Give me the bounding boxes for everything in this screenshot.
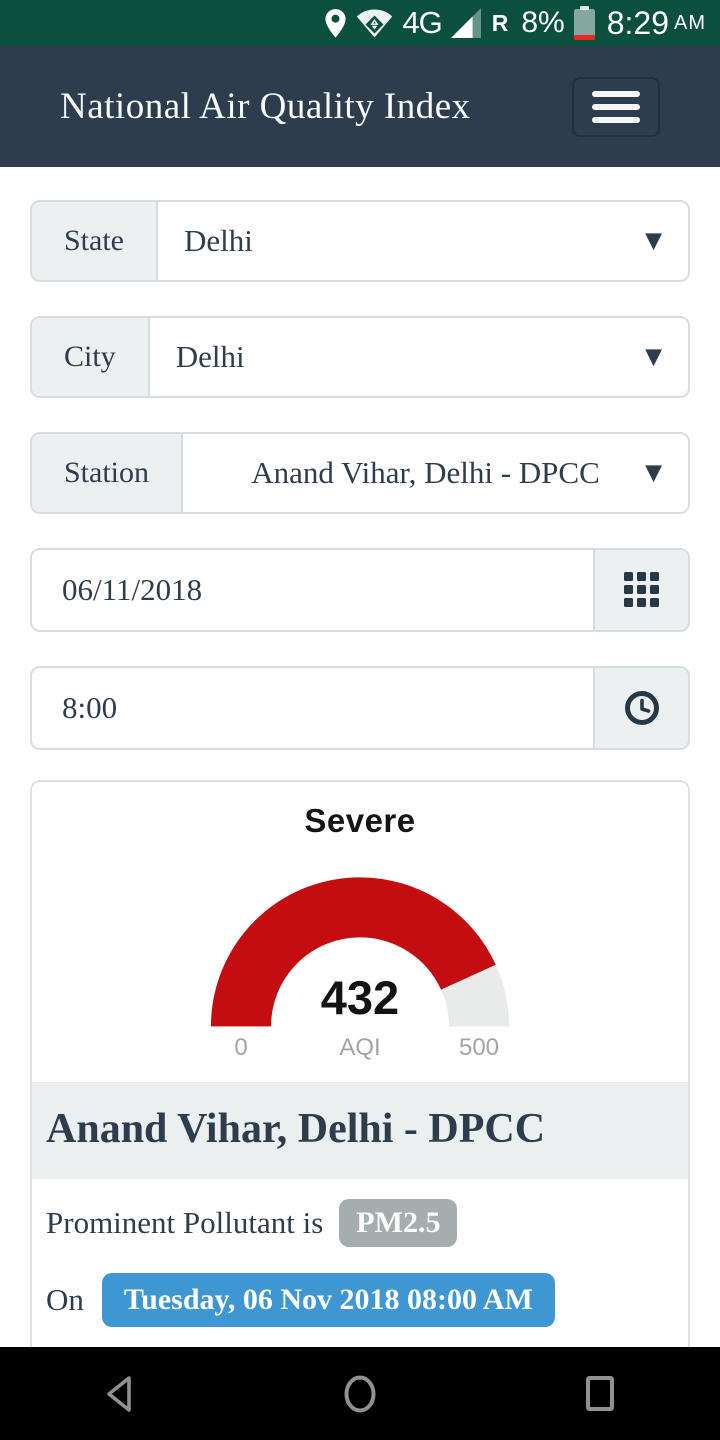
home-button[interactable]: [240, 1347, 480, 1440]
recents-button[interactable]: [480, 1347, 720, 1440]
aqi-value: 432: [320, 971, 400, 1024]
city-select-value: Delhi: [175, 339, 245, 374]
date-row: 06/11/2018: [30, 548, 690, 632]
hamburger-icon: [592, 90, 640, 97]
recents-square-icon: [586, 1375, 614, 1411]
aqi-panel: Severe 432 0 AQI 500 Anand Vihar, Delhi …: [30, 780, 690, 1390]
home-circle-icon: [344, 1375, 376, 1412]
date-picker-button[interactable]: [593, 550, 688, 630]
status-bar: 4G R 8% 8:29 AM: [0, 0, 720, 46]
datetime-badge: Tuesday, 06 Nov 2018 08:00 AM: [101, 1273, 555, 1328]
city-label: City: [32, 318, 150, 396]
gauge-min-label: 0: [234, 1034, 248, 1061]
network-type-label: 4G: [402, 5, 442, 40]
station-select-value: Anand Vihar, Delhi - DPCC: [251, 455, 600, 490]
back-triangle-icon: [107, 1375, 131, 1412]
pollutant-prefix-text: Prominent Pollutant is: [46, 1205, 324, 1241]
station-title: Anand Vihar, Delhi - DPCC: [32, 1082, 688, 1180]
gauge-axis-labels: 0 AQI 500: [190, 1034, 530, 1064]
time-row: 8:00: [30, 666, 690, 750]
datetime-line: On Tuesday, 06 Nov 2018 08:00 AM: [46, 1273, 674, 1328]
station-row: Station Anand Vihar, Delhi - DPCC ▼: [30, 432, 690, 514]
gauge-max-label: 500: [458, 1034, 500, 1061]
aqi-category-label: Severe: [304, 802, 416, 839]
city-select[interactable]: Delhi ▼: [149, 318, 688, 396]
aqi-gauge: Severe 432 0 AQI 500: [32, 782, 688, 1082]
android-nav-bar: [0, 1347, 720, 1440]
clock-icon: [624, 691, 659, 725]
pollutant-badge: PM2.5: [339, 1199, 458, 1248]
city-row: City Delhi ▼: [30, 316, 690, 398]
datetime-prefix-text: On: [46, 1282, 84, 1318]
station-details: Prominent Pollutant is PM2.5 On Tuesday,…: [32, 1179, 688, 1387]
wifi-icon: [356, 8, 393, 38]
main-content: State Delhi ▼ City Delhi ▼ Station Anand…: [0, 200, 720, 1390]
time-input[interactable]: 8:00: [32, 668, 593, 748]
gauge-unit-label: AQI: [339, 1034, 381, 1061]
gauge-value-arc: [210, 877, 510, 1028]
clock-time-label: 8:29: [606, 4, 669, 41]
station-label: Station: [32, 434, 184, 512]
battery-icon: [573, 6, 595, 40]
clock-meridiem-label: AM: [674, 11, 706, 34]
chevron-down-icon: ▼: [645, 228, 662, 254]
roaming-indicator: R: [491, 9, 509, 36]
date-input-value: 06/11/2018: [62, 572, 203, 607]
date-input[interactable]: 06/11/2018: [32, 550, 593, 630]
state-select-value: Delhi: [184, 223, 253, 258]
chevron-down-icon: ▼: [645, 344, 662, 370]
chevron-down-icon: ▼: [645, 460, 662, 486]
time-picker-button[interactable]: [593, 668, 688, 748]
time-input-value: 8:00: [62, 690, 118, 725]
signal-icon: [450, 8, 481, 38]
calendar-grid-icon: [623, 572, 659, 607]
station-select[interactable]: Anand Vihar, Delhi - DPCC ▼: [183, 434, 688, 512]
gauge: 432 0 AQI 500: [190, 856, 530, 1064]
pollutant-line: Prominent Pollutant is PM2.5: [46, 1199, 674, 1248]
hamburger-menu-button[interactable]: [572, 76, 660, 137]
page-title: National Air Quality Index: [60, 86, 471, 127]
location-icon: [324, 8, 347, 39]
battery-percent-label: 8%: [521, 6, 565, 39]
back-button[interactable]: [0, 1347, 240, 1440]
state-select[interactable]: Delhi ▼: [158, 202, 688, 280]
state-row: State Delhi ▼: [30, 200, 690, 282]
state-label: State: [32, 202, 158, 280]
app-header: National Air Quality Index: [0, 46, 720, 167]
